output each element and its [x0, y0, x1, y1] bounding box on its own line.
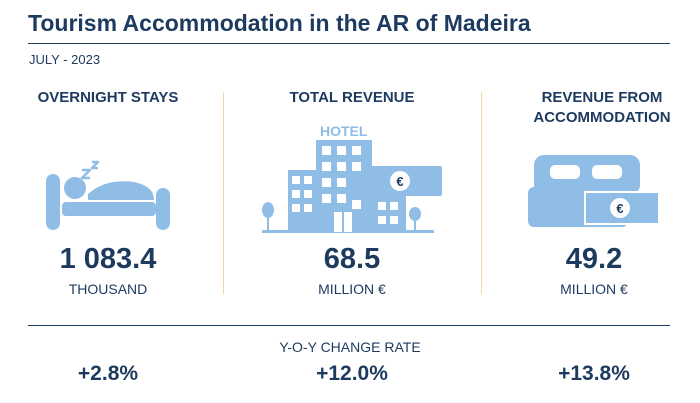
accommodation-revenue-yoy-rate: +13.8% [558, 362, 630, 385]
total-revenue-yoy-rate: +12.0% [316, 362, 388, 385]
total-revenue-unit: MILLION € [318, 281, 386, 297]
column-separator [481, 92, 482, 294]
sleeping-person-icon [46, 160, 170, 230]
yoy-change-title: Y-O-Y CHANGE RATE [279, 339, 421, 355]
indicator-revenue-accommodation: REVENUE FROM ACCOMMODATION [488, 88, 700, 128]
total-revenue-value: 68.5 [323, 243, 381, 275]
bottom-divider [28, 325, 670, 326]
indicator-label: REVENUE FROM ACCOMMODATION [533, 89, 671, 126]
accommodation-revenue-unit: MILLION € [560, 281, 628, 297]
column-separator [223, 92, 224, 294]
hotel-sign-text: HOTEL [320, 123, 368, 139]
overnight-stays-yoy-rate: +2.8% [77, 362, 139, 385]
overnight-stays-unit: THOUSAND [68, 281, 148, 297]
page-title: Tourism Accommodation in the AR of Madei… [28, 10, 531, 36]
overnight-stays-value: 1 083.4 [59, 243, 157, 275]
double-bed-icon: € [528, 155, 660, 227]
indicator-label: OVERNIGHT STAYS [37, 89, 179, 106]
indicator-overnight-stays: OVERNIGHT STAYS [0, 88, 218, 108]
indicator-total-revenue: TOTAL REVENUE [242, 88, 462, 108]
euro-icon: € [616, 201, 623, 216]
title-divider [28, 43, 670, 44]
period-label: JULY - 2023 [29, 52, 101, 67]
euro-icon: € [396, 174, 403, 189]
accommodation-revenue-value: 49.2 [565, 243, 623, 275]
indicator-label: TOTAL REVENUE [289, 89, 415, 106]
hotel-icon: HOTEL € [262, 123, 442, 233]
